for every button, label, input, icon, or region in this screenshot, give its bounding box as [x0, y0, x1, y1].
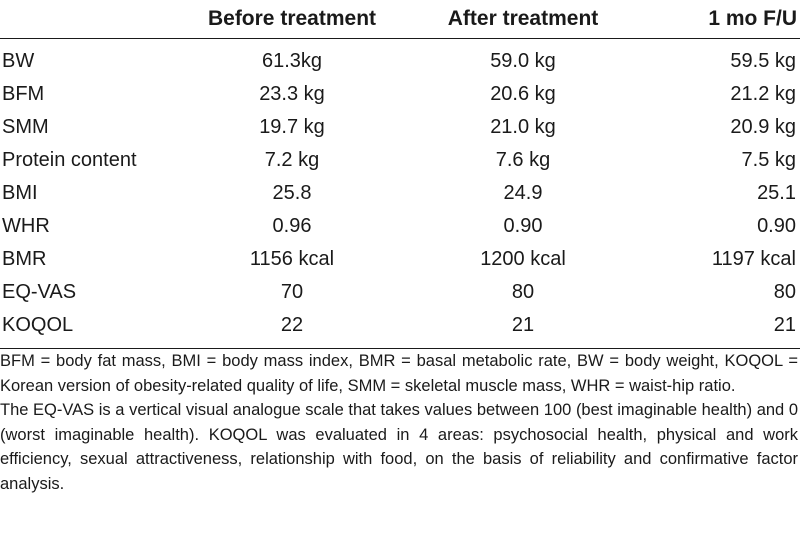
- cell-after: 59.0 kg: [490, 50, 556, 72]
- cell-followup: 59.5 kg: [730, 50, 796, 72]
- row-label: SMM: [2, 116, 49, 138]
- cell-followup: 20.9 kg: [730, 116, 796, 138]
- row-label: WHR: [2, 215, 50, 237]
- results-table: Before treatment After treatment 1 mo F/…: [0, 0, 800, 349]
- cell-after: 21.0 kg: [490, 116, 556, 138]
- cell-before: 7.2 kg: [264, 149, 320, 171]
- table-row: SMM 19.7 kg 21.0 kg 20.9 kg: [0, 111, 800, 144]
- table-header-row: Before treatment After treatment 1 mo F/…: [0, 0, 800, 39]
- header-cell-label: [0, 0, 178, 39]
- table-row: KOQOL 22 21 21: [0, 309, 800, 349]
- row-label: BMI: [2, 182, 38, 204]
- cell-after: 24.9: [503, 182, 543, 204]
- header-cell-after: After treatment: [406, 0, 640, 39]
- cell-after: 21: [406, 309, 640, 349]
- cell-before: 19.7 kg: [259, 116, 325, 138]
- description-note: The EQ-VAS is a vertical visual analogue…: [0, 401, 798, 493]
- cell-before: 70: [280, 281, 304, 303]
- cell-before: 22: [178, 309, 406, 349]
- row-label: Protein content: [2, 149, 137, 171]
- header-cell-before: Before treatment: [178, 0, 406, 39]
- cell-before: 61.3kg: [261, 50, 323, 72]
- table-row: Protein content 7.2 kg 7.6 kg 7.5 kg: [0, 144, 800, 177]
- cell-followup: 21: [640, 309, 800, 349]
- cell-after: 7.6 kg: [495, 149, 551, 171]
- cell-before: 23.3 kg: [259, 83, 325, 105]
- table-row: EQ-VAS 70 80 80: [0, 276, 800, 309]
- row-label: BFM: [2, 83, 45, 105]
- cell-before: 0.96: [272, 215, 312, 237]
- table-row: BW 61.3kg 59.0 kg 59.5 kg: [0, 39, 800, 79]
- header-cell-followup: 1 mo F/U: [640, 0, 800, 39]
- cell-followup: 25.1: [757, 182, 796, 204]
- row-label: KOQOL: [0, 309, 178, 349]
- row-label: EQ-VAS: [2, 281, 77, 303]
- table-row: BFM 23.3 kg 20.6 kg 21.2 kg: [0, 78, 800, 111]
- cell-followup: 21.2 kg: [730, 83, 796, 105]
- results-table-container: Before treatment After treatment 1 mo F/…: [0, 0, 800, 349]
- table-row: BMI 25.8 24.9 25.1: [0, 177, 800, 210]
- row-label: BW: [2, 50, 35, 72]
- cell-after: 20.6 kg: [490, 83, 556, 105]
- cell-after: 0.90: [503, 215, 543, 237]
- row-label: BMR: [2, 248, 47, 270]
- cell-followup: 7.5 kg: [741, 149, 796, 171]
- cell-after: 80: [511, 281, 535, 303]
- cell-after: 1200 kcal: [480, 248, 566, 270]
- cell-followup: 0.90: [757, 215, 796, 237]
- cell-before: 25.8: [272, 182, 312, 204]
- table-footnotes: BFM = body fat mass, BMI = body mass ind…: [0, 349, 798, 496]
- cell-before: 1156 kcal: [249, 248, 335, 270]
- abbreviations-note: BFM = body fat mass, BMI = body mass ind…: [0, 352, 798, 395]
- cell-followup: 80: [773, 281, 796, 303]
- cell-followup: 1197 kcal: [711, 248, 796, 270]
- table-row: WHR 0.96 0.90 0.90: [0, 210, 800, 243]
- table-row: BMR 1156 kcal 1200 kcal 1197 kcal: [0, 243, 800, 276]
